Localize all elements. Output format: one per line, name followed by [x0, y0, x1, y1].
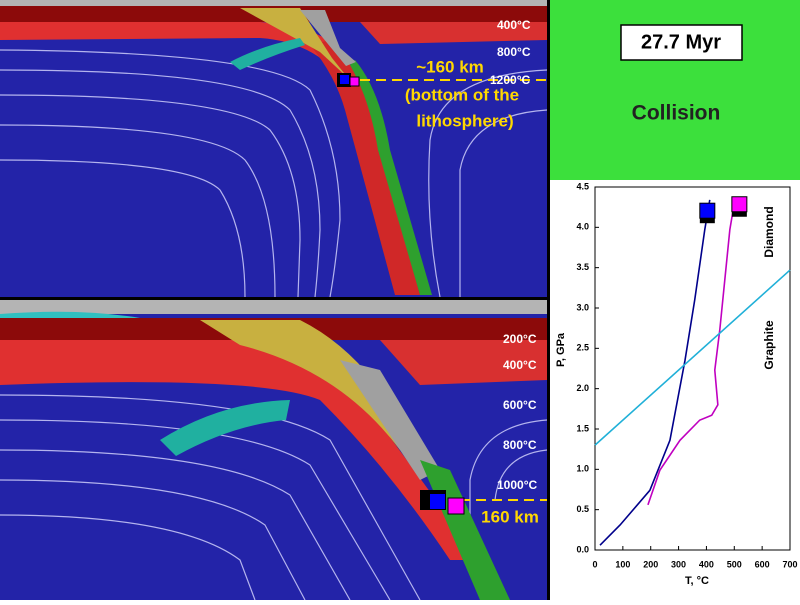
y-tick-label: 3.5 — [576, 262, 589, 272]
time-box — [620, 24, 743, 61]
bottom-model — [0, 300, 548, 601]
chart-panel — [550, 180, 800, 600]
x-tick-label: 500 — [727, 559, 742, 569]
y-tick-label: 0.0 — [576, 544, 589, 554]
y-tick-label: 0.5 — [576, 504, 589, 514]
isotherm-label: 400°C — [497, 18, 531, 32]
divider — [0, 297, 547, 300]
divider — [547, 0, 550, 600]
top-model — [0, 0, 548, 298]
isotherm-label: 600°C — [503, 398, 537, 412]
y-tick-label: 4.5 — [576, 181, 589, 191]
y-tick-label: 1.0 — [576, 464, 589, 474]
y-axis-label: P, GPa — [555, 332, 567, 367]
isotherm-label: 200°C — [503, 332, 537, 346]
series-line — [647, 199, 736, 506]
annotation: lithosphere) — [416, 111, 513, 130]
marker — [731, 196, 748, 213]
isotherm-label: 800°C — [503, 438, 537, 452]
annotation: (bottom of the — [405, 85, 519, 104]
x-tick-label: 0 — [592, 559, 597, 569]
y-tick-label: 1.5 — [576, 423, 589, 433]
x-axis-label: T, °C — [685, 575, 709, 587]
x-tick-label: 700 — [782, 559, 797, 569]
y-tick-label: 3.0 — [576, 302, 589, 312]
y-tick-label: 2.0 — [576, 383, 589, 393]
isotherm-label: 1200°C — [490, 73, 530, 87]
annotation: 160 km — [481, 507, 539, 526]
marker — [699, 202, 716, 219]
y-tick-label: 4.0 — [576, 222, 589, 232]
isotherm-label: 400°C — [503, 358, 537, 372]
y-tick-label: 2.5 — [576, 343, 589, 353]
heading: Collision — [632, 102, 721, 125]
annotation: ~160 km — [416, 57, 484, 76]
x-tick-label: 300 — [671, 559, 686, 569]
series-line — [594, 269, 791, 446]
series-line — [599, 199, 711, 546]
annotation: Graphite — [762, 320, 776, 370]
annotation: Diamond — [762, 206, 776, 257]
x-tick-label: 600 — [755, 559, 770, 569]
x-tick-label: 400 — [699, 559, 714, 569]
isotherm-label: 1000°C — [497, 478, 537, 492]
isotherm-label: 800°C — [497, 45, 531, 59]
x-tick-label: 100 — [615, 559, 630, 569]
plot-frame — [594, 186, 791, 551]
x-tick-label: 200 — [643, 559, 658, 569]
time-label: 27.7 Myr — [641, 31, 721, 53]
